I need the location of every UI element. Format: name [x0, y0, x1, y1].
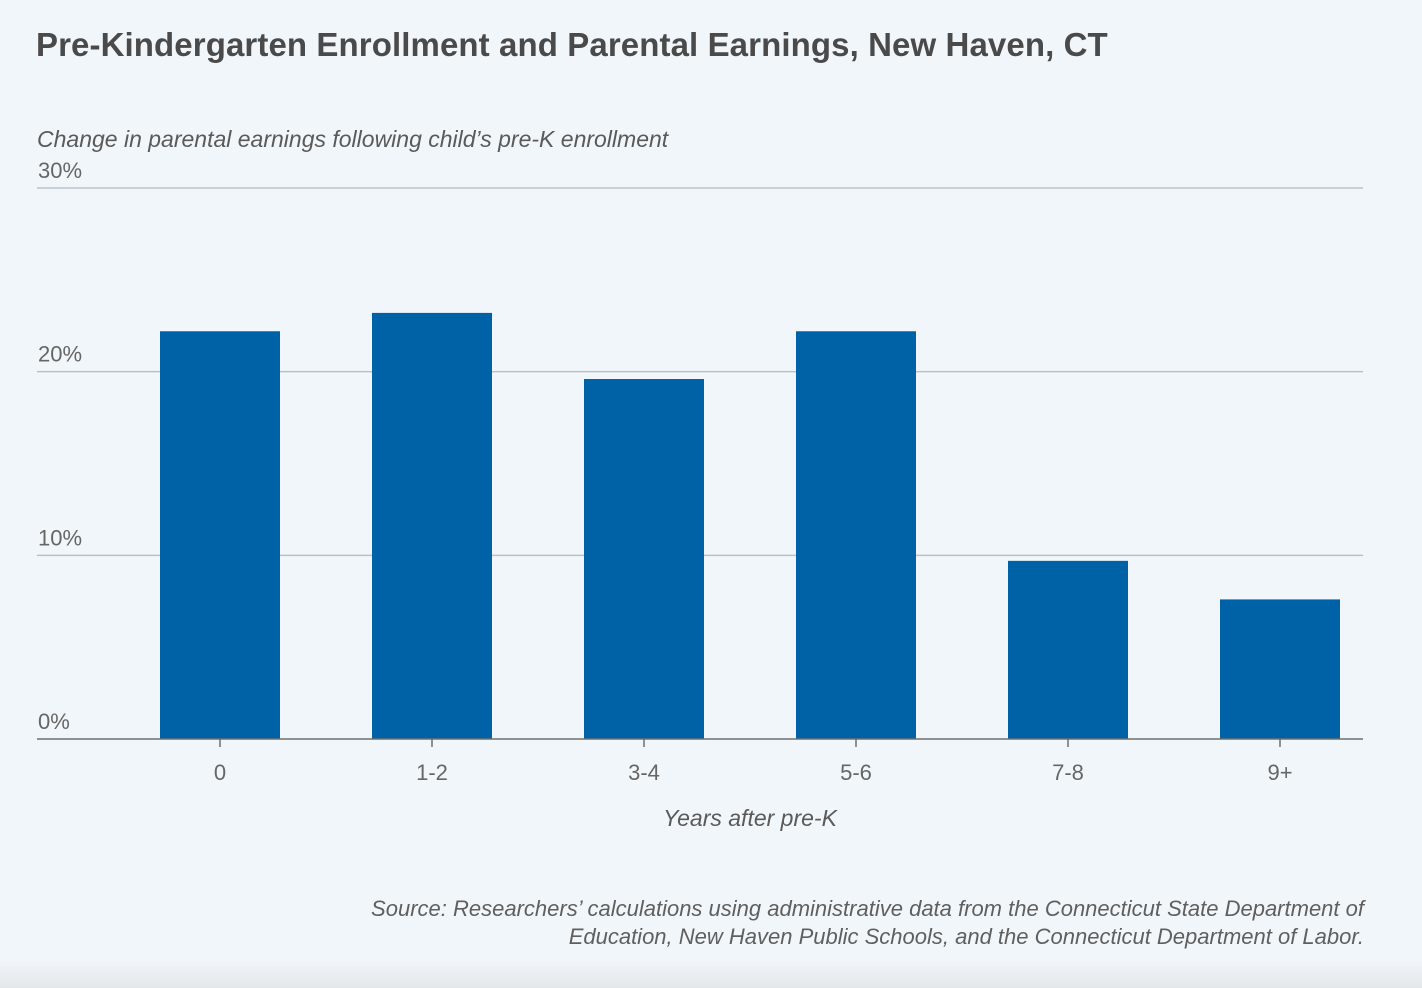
chart-title: Pre-Kindergarten Enrollment and Parental…: [36, 26, 1108, 63]
source-note: Source: Researchers’ calculations using …: [371, 896, 1364, 949]
y-tick-label: 20%: [38, 342, 82, 367]
chart-subtitle: Change in parental earnings following ch…: [37, 126, 669, 152]
x-tick-label: 9+: [1267, 760, 1292, 785]
bottom-fade: [0, 960, 1422, 988]
y-tick-label: 30%: [38, 158, 82, 183]
y-tick-label: 10%: [38, 525, 82, 550]
x-tick-label: 7-8: [1052, 760, 1084, 785]
x-tick-label: 1-2: [416, 760, 448, 785]
bar: [584, 379, 704, 739]
bar: [160, 331, 280, 739]
x-tick-label: 5-6: [840, 760, 872, 785]
bar: [1008, 560, 1128, 739]
bar: [372, 312, 492, 739]
bar: [1220, 599, 1340, 739]
x-tick-label: 0: [214, 760, 226, 785]
y-tick-label: 0%: [38, 709, 70, 734]
x-tick-label: 3-4: [628, 760, 660, 785]
bar: [796, 331, 916, 739]
x-axis-title: Years after pre-K: [663, 805, 839, 831]
